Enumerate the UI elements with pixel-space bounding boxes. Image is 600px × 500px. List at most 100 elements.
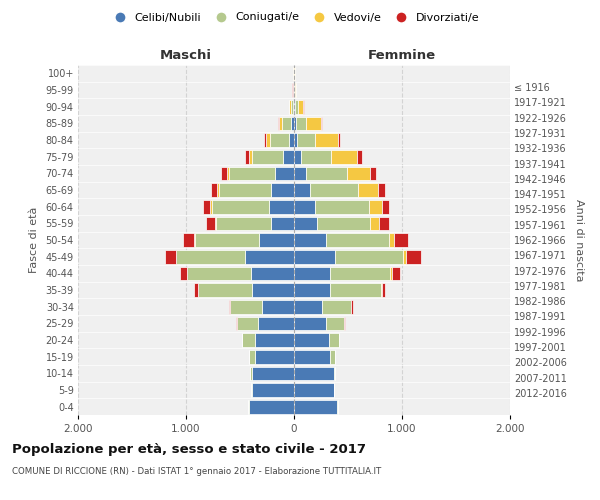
Bar [347,166,370,180]
Bar [229,300,230,314]
Text: Femmine: Femmine [368,48,436,62]
Bar [252,150,283,164]
Bar [230,300,262,314]
Bar [248,400,294,413]
Bar [259,316,294,330]
Bar [294,400,337,413]
Bar [306,166,347,180]
Bar [294,150,301,164]
Bar [326,233,389,247]
Bar [338,133,340,147]
Bar [301,150,331,164]
Bar [317,216,370,230]
Bar [187,266,251,280]
Bar [215,216,216,230]
Bar [392,266,400,280]
Bar [370,216,379,230]
Bar [322,300,350,314]
Bar [248,150,252,164]
Bar [294,300,322,314]
Bar [245,150,248,164]
Bar [229,166,275,180]
Bar [176,250,245,264]
Bar [183,233,194,247]
Bar [194,283,198,297]
Bar [275,166,294,180]
Bar [294,250,335,264]
Bar [294,133,298,147]
Bar [331,150,357,164]
Bar [252,366,294,380]
Bar [194,233,259,247]
Bar [326,316,344,330]
Bar [292,116,294,130]
Bar [294,216,317,230]
Bar [382,200,389,213]
Bar [250,366,252,380]
Bar [206,216,215,230]
Bar [315,133,338,147]
Bar [164,250,176,264]
Bar [295,83,296,97]
Bar [390,266,392,280]
Bar [315,200,368,213]
Bar [221,166,227,180]
Y-axis label: Anni di nascita: Anni di nascita [574,198,584,281]
Bar [252,383,294,397]
Bar [329,266,390,280]
Bar [203,200,211,213]
Bar [211,183,217,197]
Bar [294,366,334,380]
Bar [264,133,266,147]
Bar [270,133,289,147]
Bar [295,100,298,114]
Bar [271,216,294,230]
Bar [289,133,294,147]
Bar [406,250,421,264]
Bar [262,300,294,314]
Bar [394,233,407,247]
Bar [180,266,187,280]
Bar [351,300,353,314]
Bar [294,183,310,197]
Bar [298,133,315,147]
Bar [358,183,378,197]
Bar [293,100,294,114]
Bar [217,183,220,197]
Bar [294,116,296,130]
Bar [279,116,282,130]
Bar [248,350,255,364]
Text: COMUNE DI RICCIONE (RN) - Dati ISTAT 1° gennaio 2017 - Elaborazione TUTTITALIA.I: COMUNE DI RICCIONE (RN) - Dati ISTAT 1° … [12,468,381,476]
Bar [294,233,326,247]
Bar [294,350,329,364]
Bar [283,150,294,164]
Bar [289,100,290,114]
Bar [266,133,270,147]
Bar [255,350,294,364]
Bar [370,166,376,180]
Bar [245,250,294,264]
Bar [334,366,335,380]
Legend: Celibi/Nubili, Coniugati/e, Vedovi/e, Divorziati/e: Celibi/Nubili, Coniugati/e, Vedovi/e, Di… [104,8,484,27]
Bar [237,316,259,330]
Bar [306,116,322,130]
Bar [294,316,326,330]
Bar [212,200,269,213]
Bar [381,283,382,297]
Bar [335,250,403,264]
Bar [298,100,303,114]
Bar [255,333,294,347]
Bar [294,383,334,397]
Bar [329,283,381,297]
Bar [242,333,255,347]
Bar [294,266,329,280]
Bar [290,100,293,114]
Bar [198,283,252,297]
Text: Maschi: Maschi [160,48,212,62]
Bar [368,200,382,213]
Bar [294,200,315,213]
Bar [329,333,339,347]
Bar [269,200,294,213]
Bar [216,216,271,230]
Bar [378,183,385,197]
